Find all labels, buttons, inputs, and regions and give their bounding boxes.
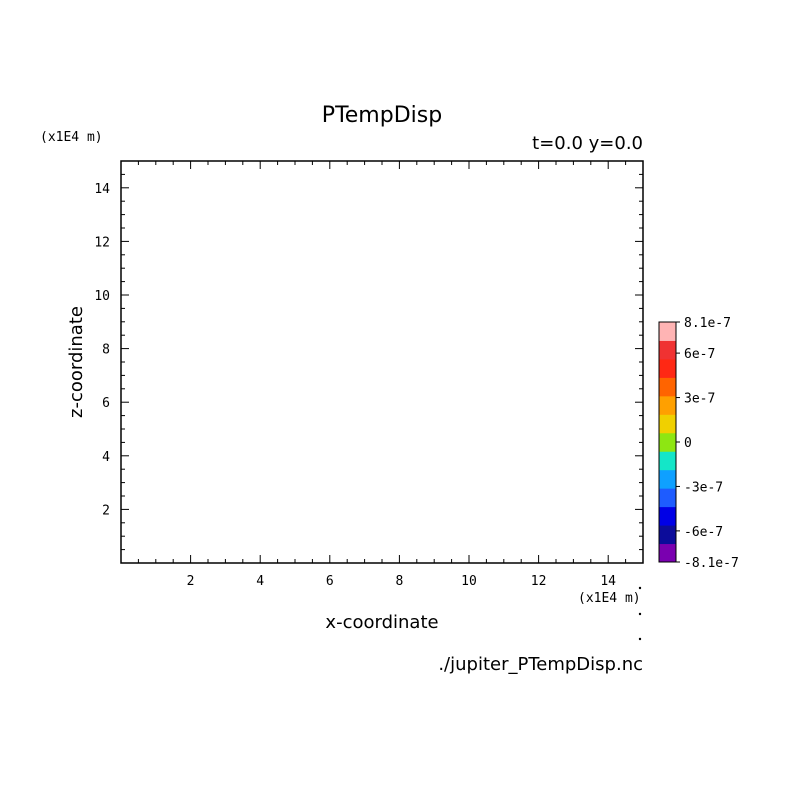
colorbar-swatch: [659, 488, 676, 508]
y-tick-label: 12: [94, 235, 110, 250]
colorbar-label: -6e-7: [684, 525, 723, 540]
colorbar-label: 8.1e-7: [684, 316, 731, 331]
colorbar-label: 0: [684, 436, 692, 451]
y-tick-label: 2: [102, 503, 110, 518]
colorbar-swatch: [659, 340, 676, 360]
colorbar-labels: 8.1e-7 6e-7 3e-7 0 -3e-7 -6e-7 -8.1e-7: [676, 316, 739, 571]
y-unit-label: (x1E4 m): [40, 130, 103, 145]
colorbar-swatch: [659, 543, 676, 563]
colorbar-swatch: [659, 414, 676, 434]
colorbar-label: 6e-7: [684, 347, 715, 362]
colorbar-swatch: [659, 358, 676, 378]
x-tick-label: 8: [395, 574, 403, 589]
x-tick-label: 10: [461, 574, 477, 589]
y-tick-label: 14: [94, 182, 110, 197]
x-tick-label: 2: [187, 574, 195, 589]
colorbar-swatch: [659, 469, 676, 489]
marker-dot: [638, 586, 642, 590]
colorbar-swatch: [659, 525, 676, 545]
y-tick-label: 4: [102, 450, 110, 465]
colorbar-swatch: [659, 506, 676, 526]
y-axis-label: z-coordinate: [66, 306, 87, 418]
marker-dot: [638, 637, 642, 641]
x-tick-label: 4: [256, 574, 264, 589]
x-axis-tick-labels: 2 4 6 8 10 12 14: [187, 574, 617, 589]
colorbar-swatch: [659, 322, 676, 341]
time-slice-label: t=0.0 y=0.0: [532, 133, 643, 154]
marker-dot: [638, 612, 642, 616]
colorbar-swatch: [659, 395, 676, 415]
colorbar-swatches: [659, 322, 676, 563]
x-tick-label: 12: [531, 574, 547, 589]
colorbar-swatch: [659, 432, 676, 452]
colorbar-swatch: [659, 451, 676, 471]
source-file-label: ./jupiter_PTempDisp.nc: [438, 654, 643, 675]
axis-marker-dots: [638, 586, 642, 641]
chart-title: PTempDisp: [322, 103, 442, 128]
x-tick-label: 6: [326, 574, 334, 589]
colorbar-label: -8.1e-7: [684, 556, 739, 571]
colorbar-label: 3e-7: [684, 392, 715, 407]
x-tick-label: 14: [600, 574, 616, 589]
y-tick-label: 6: [102, 396, 110, 411]
x-axis-label: x-coordinate: [325, 612, 438, 633]
y-axis-tick-labels: 2 4 6 8 10 12 14: [94, 182, 110, 519]
y-axis-ticks: [121, 173, 643, 551]
colorbar-label: -3e-7: [684, 480, 723, 495]
y-tick-label: 10: [94, 289, 110, 304]
colorbar: 8.1e-7 6e-7 3e-7 0 -3e-7 -6e-7 -8.1e-7: [658, 316, 739, 571]
x-axis-ticks: [137, 161, 627, 563]
x-unit-label: (x1E4 m): [578, 591, 641, 606]
colorbar-swatch: [659, 377, 676, 397]
y-tick-label: 8: [102, 343, 110, 358]
